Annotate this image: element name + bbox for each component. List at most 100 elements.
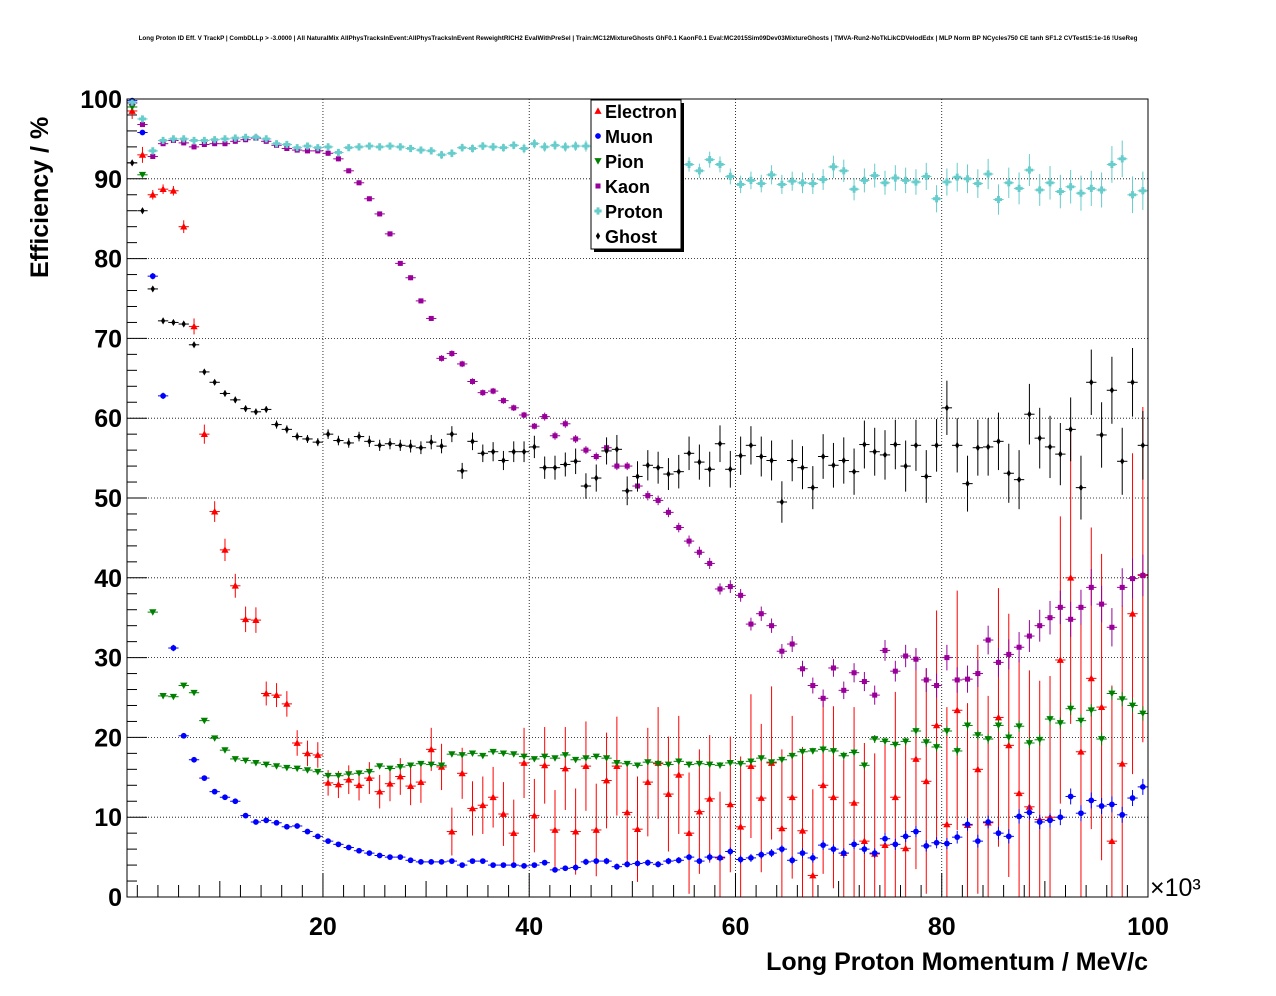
data-point bbox=[262, 135, 270, 143]
data-point bbox=[809, 871, 817, 879]
data-point bbox=[1005, 179, 1013, 187]
data-point bbox=[902, 738, 910, 745]
data-point bbox=[623, 808, 631, 816]
data-point bbox=[1129, 795, 1136, 801]
data-point bbox=[479, 142, 487, 150]
data-point bbox=[974, 765, 982, 773]
legend-box bbox=[590, 99, 682, 250]
data-point bbox=[963, 722, 972, 730]
y-tick-label: 70 bbox=[94, 325, 122, 353]
data-point bbox=[458, 769, 466, 777]
data-point bbox=[427, 147, 435, 155]
data-point bbox=[407, 144, 415, 153]
data-point bbox=[252, 133, 260, 141]
data-point bbox=[470, 437, 475, 445]
data-point bbox=[489, 793, 497, 801]
data-point bbox=[242, 757, 250, 765]
data-point bbox=[295, 432, 300, 441]
data-point bbox=[1099, 601, 1105, 607]
data-point bbox=[820, 695, 826, 701]
legend: Electron Muon Pion Kaon Proton Ghost bbox=[590, 99, 684, 252]
data-point bbox=[1077, 717, 1085, 725]
data-point bbox=[717, 440, 723, 448]
data-point bbox=[231, 134, 239, 142]
data-point bbox=[355, 143, 363, 151]
data-point bbox=[882, 451, 888, 459]
data-point bbox=[995, 659, 1001, 665]
data-point bbox=[541, 753, 549, 761]
data-point bbox=[881, 179, 889, 187]
data-point bbox=[149, 273, 156, 280]
data-point bbox=[809, 179, 817, 188]
data-point bbox=[644, 778, 652, 785]
data-point bbox=[871, 850, 878, 856]
data-point bbox=[314, 833, 321, 840]
data-point bbox=[274, 420, 279, 429]
data-point bbox=[1036, 819, 1043, 825]
data-point bbox=[324, 772, 332, 780]
data-point bbox=[779, 648, 785, 654]
data-point bbox=[758, 611, 764, 617]
data-point bbox=[490, 448, 496, 456]
data-point bbox=[604, 447, 609, 455]
data-point bbox=[1118, 760, 1126, 767]
data-point bbox=[386, 765, 394, 773]
data-point bbox=[520, 759, 528, 766]
data-point bbox=[222, 389, 228, 398]
data-point bbox=[923, 843, 930, 849]
data-point bbox=[965, 480, 970, 488]
data-point bbox=[366, 196, 372, 202]
data-point bbox=[140, 207, 145, 215]
data-point bbox=[212, 378, 217, 386]
data-point bbox=[531, 423, 537, 429]
data-point bbox=[1015, 789, 1023, 797]
data-point bbox=[346, 168, 352, 174]
data-point bbox=[293, 765, 301, 773]
data-point bbox=[521, 412, 527, 418]
data-point bbox=[191, 341, 197, 349]
data-point bbox=[686, 449, 692, 457]
data-point bbox=[232, 798, 239, 805]
data-point bbox=[810, 484, 815, 492]
data-point bbox=[573, 436, 579, 442]
data-point bbox=[324, 143, 332, 151]
data-point bbox=[1078, 484, 1084, 492]
data-point bbox=[479, 801, 487, 809]
data-point bbox=[1015, 723, 1023, 730]
data-point bbox=[737, 760, 745, 768]
data-point bbox=[798, 179, 807, 187]
data-point bbox=[314, 144, 322, 152]
data-point bbox=[685, 761, 693, 769]
data-point bbox=[922, 739, 930, 746]
data-point bbox=[994, 713, 1003, 721]
data-point bbox=[510, 751, 518, 758]
data-point bbox=[582, 755, 590, 762]
data-point bbox=[355, 781, 363, 789]
data-point bbox=[1067, 183, 1075, 191]
data-point bbox=[169, 187, 178, 194]
data-point bbox=[1005, 734, 1013, 741]
data-point bbox=[1120, 457, 1125, 465]
data-point bbox=[737, 823, 745, 830]
data-point bbox=[820, 452, 826, 461]
data-point bbox=[459, 361, 465, 367]
data-point bbox=[1119, 584, 1125, 590]
data-point bbox=[582, 762, 590, 770]
data-point bbox=[860, 762, 868, 769]
data-point bbox=[664, 790, 673, 797]
y-tick-label: 20 bbox=[94, 724, 122, 752]
data-point bbox=[129, 159, 135, 167]
data-point bbox=[253, 408, 259, 416]
data-point bbox=[1068, 616, 1074, 622]
data-point bbox=[563, 460, 568, 469]
data-point bbox=[396, 143, 404, 151]
data-point bbox=[365, 774, 373, 781]
data-point bbox=[644, 859, 651, 866]
data-point bbox=[376, 788, 384, 795]
legend-item-kaon: Kaon bbox=[595, 177, 650, 197]
data-point bbox=[242, 133, 250, 141]
data-point bbox=[625, 487, 630, 495]
data-point bbox=[850, 185, 858, 193]
data-point bbox=[728, 465, 733, 473]
data-point bbox=[645, 493, 651, 499]
